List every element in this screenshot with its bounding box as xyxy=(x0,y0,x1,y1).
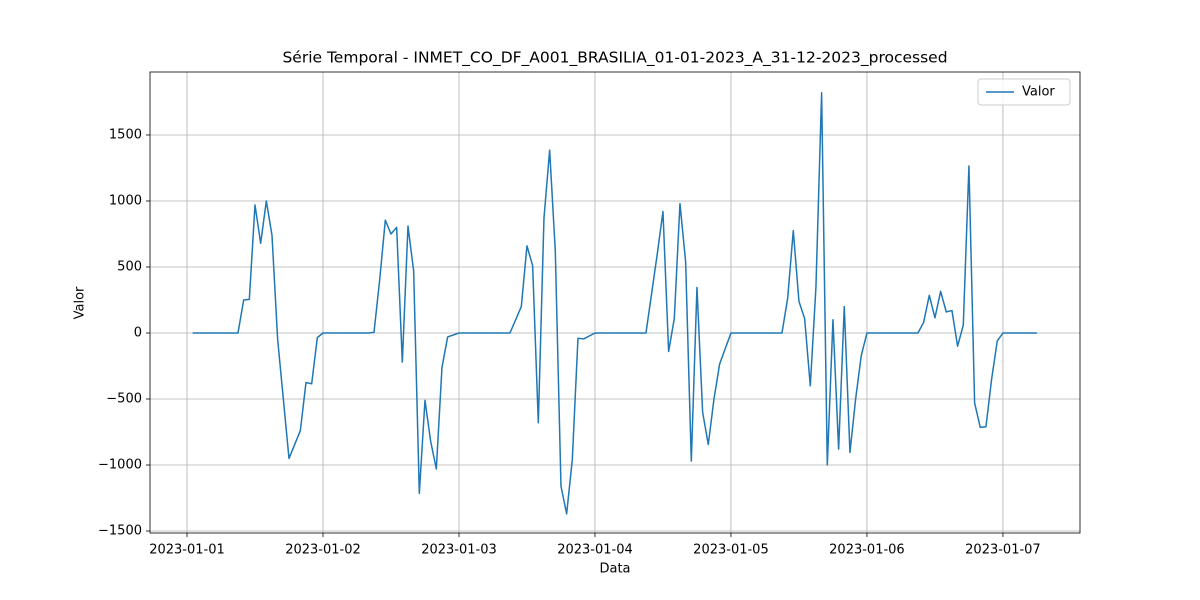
x-tick-label: 2023-01-06 xyxy=(829,543,905,558)
plot-frame xyxy=(149,71,1081,534)
y-tick-label: 500 xyxy=(117,259,142,274)
y-tick-label: 0 xyxy=(134,325,142,340)
y-tick-label: 1000 xyxy=(109,193,142,208)
x-tick-label: 2023-01-04 xyxy=(557,543,633,558)
legend-label: Valor xyxy=(1022,85,1055,100)
y-tick-label: −500 xyxy=(106,392,142,407)
x-tick-label: 2023-01-02 xyxy=(285,543,361,558)
y-tick-label: −1500 xyxy=(98,524,142,539)
x-tick-label: 2023-01-03 xyxy=(421,543,497,558)
y-tick-label: 1500 xyxy=(109,127,142,142)
x-tick-label: 2023-01-07 xyxy=(965,543,1041,558)
legend-box xyxy=(977,78,1071,106)
chart-title: Série Temporal - INMET_CO_DF_A001_BRASIL… xyxy=(282,49,947,68)
x-tick-label: 2023-01-05 xyxy=(693,543,769,558)
x-tick-label: 2023-01-01 xyxy=(149,543,225,558)
x-axis-label: Data xyxy=(599,562,630,577)
y-tick-label: −1000 xyxy=(98,458,142,473)
y-axis-label: Valor xyxy=(73,286,88,319)
data-line xyxy=(192,91,1037,515)
